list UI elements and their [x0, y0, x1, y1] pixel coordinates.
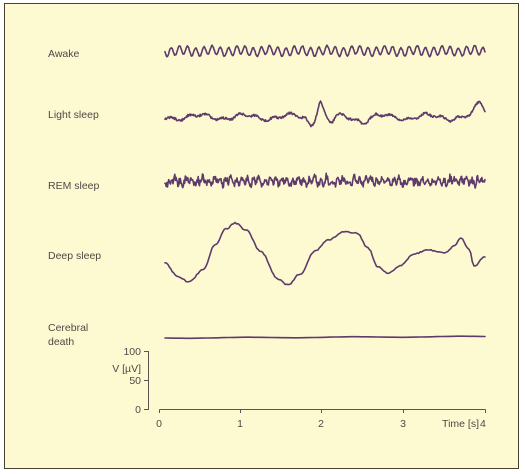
voltage-axis-label: V [µV]: [112, 363, 141, 375]
time-tick-4: 4: [480, 418, 486, 430]
label-death: death: [48, 336, 74, 348]
label-rem-sleep: REM sleep: [48, 180, 100, 192]
time-tick-1: 1: [237, 418, 243, 430]
voltage-tick-100: 100: [123, 346, 141, 358]
voltage-tick-0: 0: [135, 404, 141, 416]
time-axis-line: [159, 409, 486, 413]
figure-panel: [4, 3, 519, 469]
voltage-scale: 100 50 0 V [µV]: [112, 346, 149, 416]
label-cerebral: Cerebral: [48, 322, 88, 334]
light-sleep-waveform: [164, 100, 486, 128]
time-tick-2: 2: [318, 418, 324, 430]
time-tick-0: 0: [156, 418, 162, 430]
voltage-tick-50: 50: [129, 375, 141, 387]
rem-sleep-waveform: [164, 172, 486, 189]
time-axis: 0 1 2 3 Time [s] 4: [156, 409, 486, 430]
cerebral-death-waveform: [164, 335, 486, 340]
label-deep-sleep: Deep sleep: [48, 250, 101, 262]
deep-sleep-waveform: [164, 221, 486, 286]
voltage-scale-bar: [144, 351, 149, 410]
awake-waveform: [164, 44, 486, 58]
label-awake: Awake: [48, 48, 79, 60]
time-tick-3: 3: [400, 418, 406, 430]
time-axis-label: Time [s]: [442, 418, 479, 430]
label-light-sleep: Light sleep: [48, 109, 99, 121]
